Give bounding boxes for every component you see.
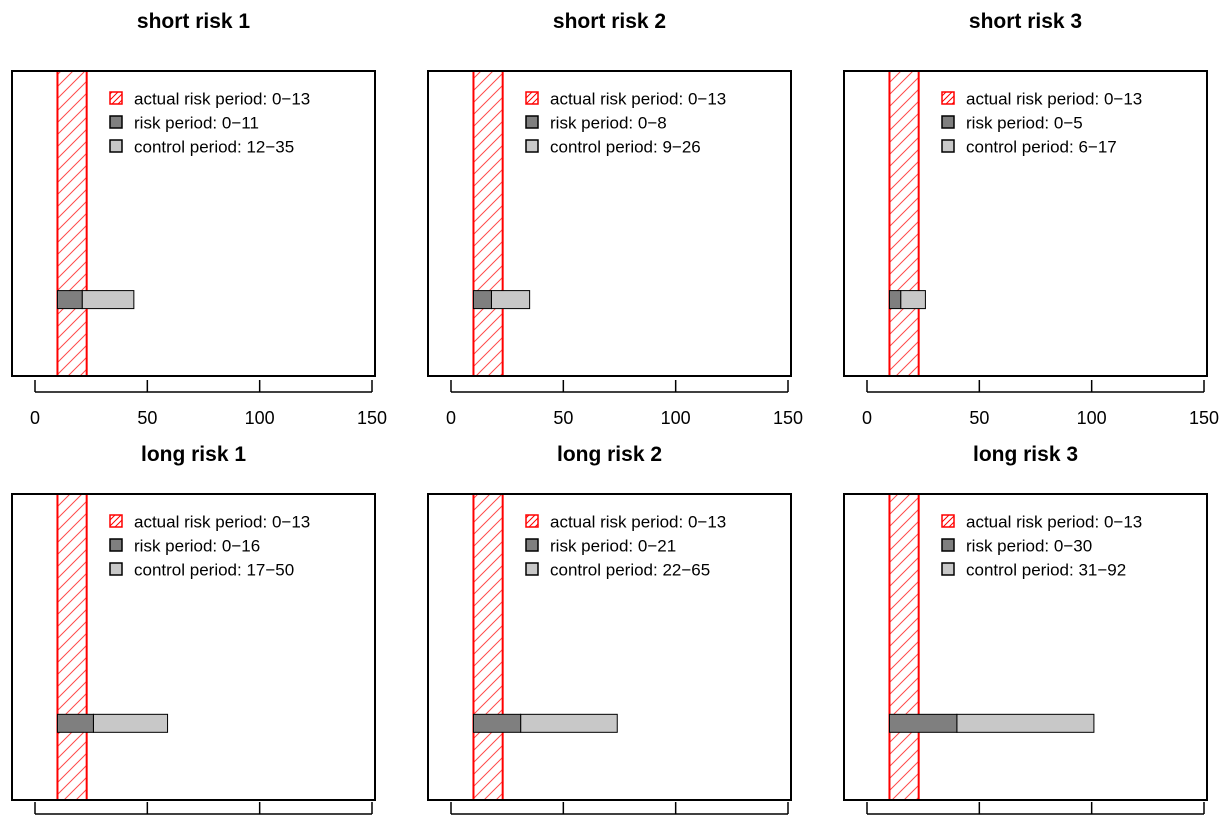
legend-actual-risk-period-swatch: [109, 514, 123, 528]
legend-risk-period-swatch: [525, 538, 539, 552]
panel-1: short risk 1 actual risk period: 0−13 risk…: [11, 10, 387, 428]
legend-control-period-label: control period: 9−26: [550, 138, 701, 157]
legend-actual-risk-period-label: actual risk period: 0−13: [550, 90, 726, 109]
legend-control-period-label: control period: 31−92: [966, 561, 1126, 580]
legend-actual-risk-period-swatch: [525, 91, 539, 105]
x-tick-label: 50: [969, 408, 989, 428]
risk-period-bar: [888, 290, 902, 310]
legend-actual-risk-period-swatch: [109, 91, 123, 105]
panel-6: long risk 3 actual risk period: 0−13 risk …: [843, 443, 1208, 815]
legend-actual-risk-period-label: actual risk period: 0−13: [134, 513, 310, 532]
x-tick-label: 0: [862, 408, 872, 428]
panels: short risk 1 actual risk period: 0−13 risk…: [11, 10, 1219, 815]
actual-risk-period-band: [889, 72, 919, 375]
legend-control-period-swatch: [109, 562, 123, 576]
x-tick-label: 150: [773, 408, 803, 428]
actual-risk-period-band: [473, 495, 503, 799]
risk-period-bar: [888, 713, 958, 733]
legend-control-period-label: control period: 17−50: [134, 561, 294, 580]
x-tick-label: 100: [1077, 408, 1107, 428]
x-tick-label: 150: [1189, 408, 1219, 428]
control-period-bar: [92, 713, 169, 733]
panel-title: long risk 2: [557, 443, 662, 466]
legend-actual-risk-period-label: actual risk period: 0−13: [966, 90, 1142, 109]
legend-control-period-label: control period: 6−17: [966, 138, 1117, 157]
legend-actual-risk-period-label: actual risk period: 0−13: [134, 90, 310, 109]
x-tick-label: 100: [661, 408, 691, 428]
legend-control-period-label: control period: 22−65: [550, 561, 710, 580]
x-tick-label: 150: [357, 408, 387, 428]
panel-title: long risk 3: [973, 443, 1078, 466]
control-period-bar: [81, 290, 135, 310]
legend-actual-risk-period-swatch: [525, 514, 539, 528]
legend-actual-risk-period-swatch: [941, 514, 955, 528]
actual-risk-period-band: [473, 72, 503, 375]
risk-period-bar: [472, 713, 522, 733]
actual-risk-period-band: [889, 495, 919, 799]
x-tick-label: 0: [446, 408, 456, 428]
x-tick-label: 50: [553, 408, 573, 428]
panel-2: short risk 2 actual risk period: 0−13 risk…: [427, 10, 803, 428]
plot-frame: [427, 70, 792, 377]
panel-title: short risk 1: [137, 10, 251, 33]
legend-control-period-swatch: [109, 139, 123, 153]
panel-4: long risk 1 actual risk period: 0−13 risk …: [11, 443, 376, 815]
legend-risk-period-swatch: [941, 538, 955, 552]
risk-period-bar: [56, 290, 83, 310]
risk-period-bar: [56, 713, 94, 733]
plot-frame: [11, 493, 376, 801]
control-period-bar: [956, 713, 1095, 733]
legend-actual-risk-period-label: actual risk period: 0−13: [966, 513, 1142, 532]
panel-title: long risk 1: [141, 443, 246, 466]
panel-title: short risk 2: [553, 10, 666, 33]
legend-actual-risk-period-swatch: [941, 91, 955, 105]
legend-risk-period-swatch: [109, 115, 123, 129]
legend-control-period-swatch: [525, 562, 539, 576]
legend-risk-period-label: risk period: 0−5: [966, 114, 1083, 133]
legend-risk-period-label: risk period: 0−16: [134, 537, 260, 556]
legend-control-period-swatch: [525, 139, 539, 153]
legend-risk-period-swatch: [525, 115, 539, 129]
panel-title: short risk 3: [969, 10, 1082, 33]
control-period-bar: [490, 290, 531, 310]
panel-3: short risk 3 actual risk period: 0−13 risk…: [843, 10, 1219, 428]
legend-actual-risk-period-label: actual risk period: 0−13: [550, 513, 726, 532]
legend-control-period-label: control period: 12−35: [134, 138, 294, 157]
x-tick-label: 50: [137, 408, 157, 428]
legend-risk-period-label: risk period: 0−11: [134, 114, 259, 133]
plot-frame: [843, 70, 1208, 377]
actual-risk-period-band: [57, 495, 87, 799]
legend-control-period-swatch: [941, 139, 955, 153]
legend-risk-period-swatch: [109, 538, 123, 552]
risk-period-bar: [472, 290, 492, 310]
legend-control-period-swatch: [941, 562, 955, 576]
actual-risk-period-band: [57, 72, 87, 375]
legend-risk-period-label: risk period: 0−8: [550, 114, 667, 133]
panel-5: long risk 2 actual risk period: 0−13 risk …: [427, 443, 792, 815]
x-tick-label: 0: [30, 408, 40, 428]
control-period-bar: [520, 713, 618, 733]
plot-frame: [427, 493, 792, 801]
legend-risk-period-swatch: [941, 115, 955, 129]
legend-risk-period-label: risk period: 0−30: [966, 537, 1092, 556]
x-tick-label: 100: [245, 408, 275, 428]
plot-frame: [11, 70, 376, 377]
plot-frame: [843, 493, 1208, 801]
control-period-bar: [900, 290, 926, 310]
legend-risk-period-label: risk period: 0−21: [550, 537, 676, 556]
